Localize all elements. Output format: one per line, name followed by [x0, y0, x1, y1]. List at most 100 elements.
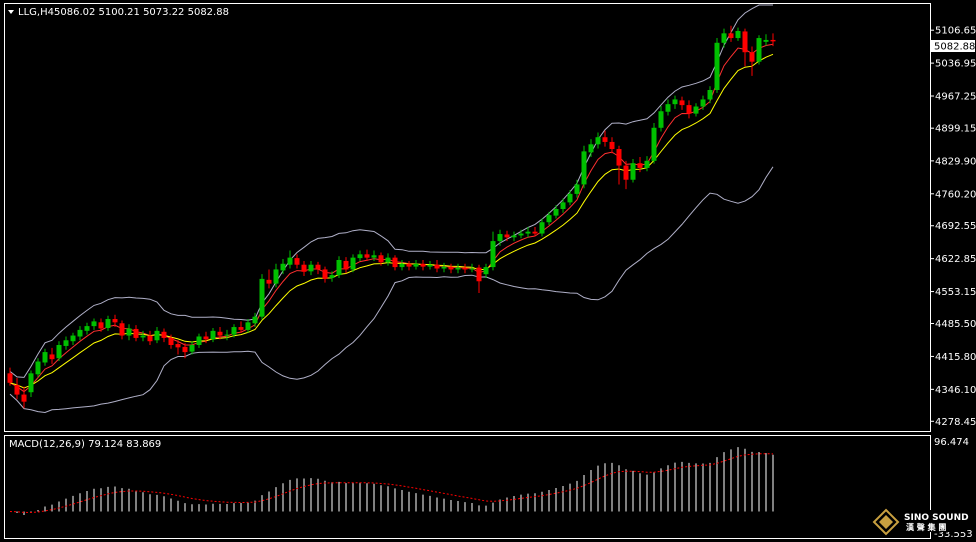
- candle: [686, 100, 692, 119]
- candle: [497, 229, 503, 246]
- candle: [539, 218, 545, 237]
- candle: [476, 264, 482, 294]
- logo-text-cn: 漢 聲 集 團: [906, 522, 946, 532]
- candle: [602, 130, 608, 147]
- candle: [609, 137, 615, 154]
- candle: [518, 229, 524, 239]
- candle: [357, 250, 363, 261]
- candle: [21, 386, 27, 409]
- candle: [574, 179, 580, 198]
- logo-text-en: SINO SOUND: [904, 513, 969, 523]
- macd-histogram: [16, 447, 774, 515]
- candle: [77, 326, 83, 341]
- candle: [693, 103, 699, 117]
- candle: [287, 250, 293, 269]
- candle: [434, 260, 440, 273]
- bollinger-lower-line: [9, 166, 774, 414]
- candle: [329, 271, 335, 282]
- candle: [56, 341, 62, 362]
- candle: [770, 33, 776, 47]
- current-price-box: [931, 40, 975, 52]
- candles: [7, 25, 776, 409]
- candle: [266, 269, 272, 289]
- candle: [140, 330, 146, 342]
- candle: [588, 139, 594, 158]
- candle: [245, 319, 251, 333]
- candle: [532, 226, 538, 237]
- y-tick-label: 4415.80: [935, 352, 976, 363]
- candle: [168, 334, 174, 349]
- candle: [679, 96, 685, 110]
- candle: [133, 325, 139, 342]
- candle: [154, 327, 160, 344]
- candle: [217, 327, 223, 340]
- candle: [406, 260, 412, 271]
- macd-bottom-label: -33.553: [934, 529, 973, 540]
- bollinger-bands: [9, 4, 774, 414]
- candle: [749, 46, 755, 76]
- candle: [203, 331, 209, 344]
- candle: [7, 367, 13, 386]
- candle: [112, 314, 118, 328]
- candle: [707, 86, 713, 104]
- candle: [84, 322, 90, 335]
- candle: [63, 336, 69, 350]
- candle: [91, 318, 97, 330]
- candle: [371, 250, 377, 261]
- ohlc-label: 5086.02 5100.21 5073.22 5082.88: [54, 7, 229, 18]
- candle: [413, 260, 419, 270]
- candle: [259, 274, 265, 320]
- candle: [469, 263, 475, 273]
- candle: [252, 312, 258, 328]
- y-tick-label: 4692.55: [935, 221, 976, 232]
- candle: [196, 333, 202, 348]
- candle: [273, 263, 279, 288]
- candle: [756, 35, 762, 65]
- y-tick-label: 4899.15: [935, 124, 976, 135]
- y-tick-label: 4553.15: [935, 287, 976, 298]
- candle: [483, 263, 489, 278]
- chevron-down-icon[interactable]: [8, 10, 14, 14]
- candle: [560, 198, 566, 213]
- candle: [714, 38, 720, 93]
- candle: [511, 231, 517, 242]
- y-tick-label: 4622.85: [935, 254, 976, 265]
- candle: [651, 123, 657, 164]
- y-tick-label: 4485.50: [935, 319, 976, 330]
- price-axis: 5106.65 5036.95 4967.25 4899.15 4829.90 4760.…: [930, 26, 976, 428]
- candle: [49, 347, 55, 364]
- candle: [581, 145, 587, 189]
- candle: [105, 315, 111, 331]
- candle: [294, 254, 300, 269]
- macd-panel-frame: [4, 435, 931, 539]
- candle: [490, 231, 496, 271]
- candle: [35, 358, 41, 378]
- candle: [70, 332, 76, 345]
- candle: [161, 328, 167, 343]
- candle: [280, 259, 286, 275]
- candle: [350, 254, 356, 273]
- candle: [336, 256, 342, 278]
- candle: [364, 249, 370, 261]
- candle: [210, 328, 216, 343]
- candle: [455, 263, 461, 274]
- macd-header: MACD(12,26,9) 79.124 83.869: [9, 439, 161, 450]
- candle: [462, 263, 468, 274]
- macd-top-label: 96.474: [934, 437, 969, 448]
- y-tick-label: 4829.90: [935, 156, 976, 167]
- candle: [308, 260, 314, 276]
- candle: [182, 343, 188, 359]
- candle: [616, 145, 622, 185]
- candle: [98, 318, 104, 332]
- candle: [301, 260, 307, 277]
- candle: [658, 106, 664, 132]
- candle: [721, 28, 727, 48]
- candle: [343, 257, 349, 274]
- candle: [175, 340, 181, 355]
- candle: [14, 378, 20, 400]
- y-tick-label: 4278.45: [935, 417, 976, 428]
- candle: [441, 262, 447, 273]
- candle: [525, 226, 531, 238]
- y-tick-label: 5106.65: [935, 26, 976, 37]
